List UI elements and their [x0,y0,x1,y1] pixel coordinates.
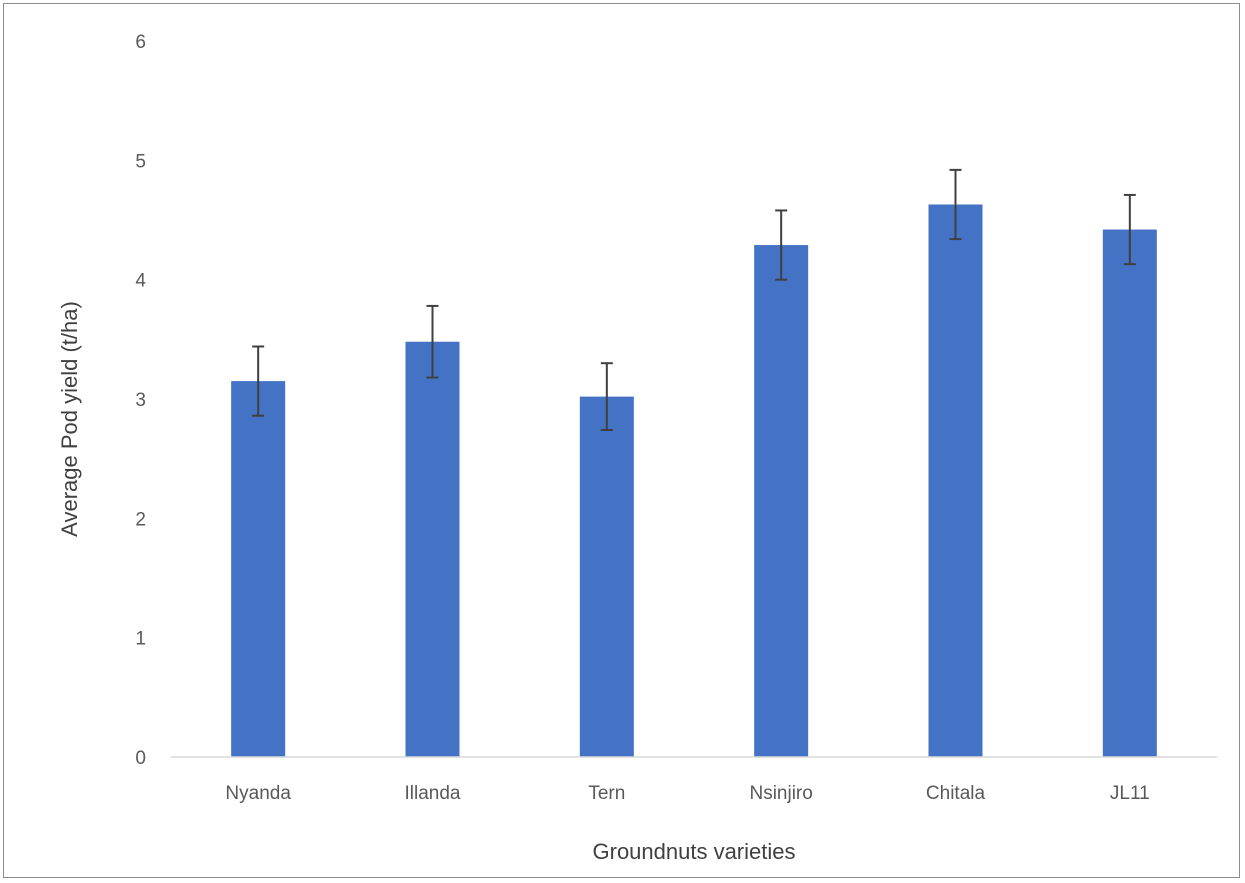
x-axis-title: Groundnuts varieties [593,839,796,864]
x-tick-label: Chitala [926,783,986,804]
y-tick-label: 2 [135,509,146,530]
y-tick-label: 4 [135,271,146,292]
bars [231,204,1157,758]
x-tick-label: Nsinjiro [749,783,812,804]
bar [754,245,809,757]
bar [231,381,286,757]
x-tick-label: Illanda [405,783,461,804]
x-tick-label: Tern [588,783,625,804]
y-tick-label: 5 [135,151,146,172]
y-axis-title: Average Pod yield (t/ha) [57,301,82,537]
bar [1102,229,1157,758]
bar [405,341,460,757]
y-tick-label: 6 [135,32,146,53]
bar [579,396,634,757]
y-tick-label: 3 [135,390,146,411]
x-axis-ticks: Nyanda Illanda Tern Nsinjiro Chitala JL11 [225,783,1149,804]
bar-chart: 0 1 2 3 4 5 6 Nyanda Illanda Tern Nsinjiro Chitala… [57,32,1217,864]
y-axis-ticks: 0 1 2 3 4 5 6 [135,32,146,769]
y-tick-label: 0 [135,748,146,769]
y-tick-label: 1 [135,629,146,650]
error-bars [252,168,1136,432]
x-tick-label: Nyanda [225,783,291,804]
chart-frame: 0 1 2 3 4 5 6 Nyanda Illanda Tern Nsinjiro Chitala… [3,3,1240,878]
bar [928,204,983,757]
x-tick-label: JL11 [1110,783,1150,804]
